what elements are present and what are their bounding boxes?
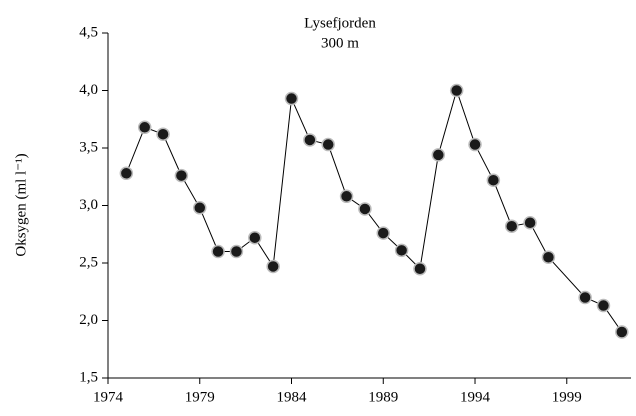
data-point: [174, 168, 189, 183]
data-point: [193, 201, 207, 215]
data-point: [137, 120, 152, 135]
data-point: [523, 216, 537, 230]
data-point: [413, 262, 427, 276]
data-point: [321, 137, 335, 152]
x-tick-label: 1994: [460, 389, 491, 405]
data-point: [615, 325, 629, 339]
data-point: [449, 83, 464, 98]
data-point: [119, 166, 134, 181]
x-tick-label: 1989: [368, 389, 398, 405]
chart-title: Lysefjorden: [304, 15, 376, 31]
data-point: [486, 173, 501, 187]
y-tick-label: 1,5: [79, 369, 98, 385]
data-point: [394, 243, 409, 258]
x-tick-label: 1979: [185, 389, 215, 405]
data-point: [376, 226, 391, 240]
y-tick-label: 2,5: [79, 254, 98, 270]
y-axis-label: Oksygen (ml l⁻¹): [13, 153, 29, 256]
data-point: [468, 137, 482, 152]
data-point: [504, 219, 519, 233]
data-point: [596, 298, 611, 313]
data-point: [156, 127, 170, 141]
data-point: [266, 259, 280, 274]
x-tick-label: 1984: [277, 389, 308, 405]
data-point: [358, 202, 372, 216]
data-point: [339, 189, 354, 204]
x-tick-label: 1974: [93, 389, 124, 405]
data-point: [211, 244, 225, 259]
chart-subtitle: 300 m: [321, 35, 359, 51]
y-tick-label: 4,5: [79, 24, 98, 40]
data-point: [541, 250, 556, 264]
data-point: [303, 133, 317, 147]
x-tick-label: 1999: [552, 389, 582, 405]
y-tick-label: 3,5: [79, 139, 98, 155]
data-point: [578, 290, 592, 305]
y-tick-label: 2,0: [79, 312, 98, 328]
y-tick-label: 4,0: [79, 82, 98, 98]
data-point: [229, 244, 244, 259]
data-point: [284, 91, 299, 106]
y-tick-label: 3,0: [79, 197, 98, 213]
data-point: [431, 148, 446, 162]
data-point: [248, 230, 262, 245]
